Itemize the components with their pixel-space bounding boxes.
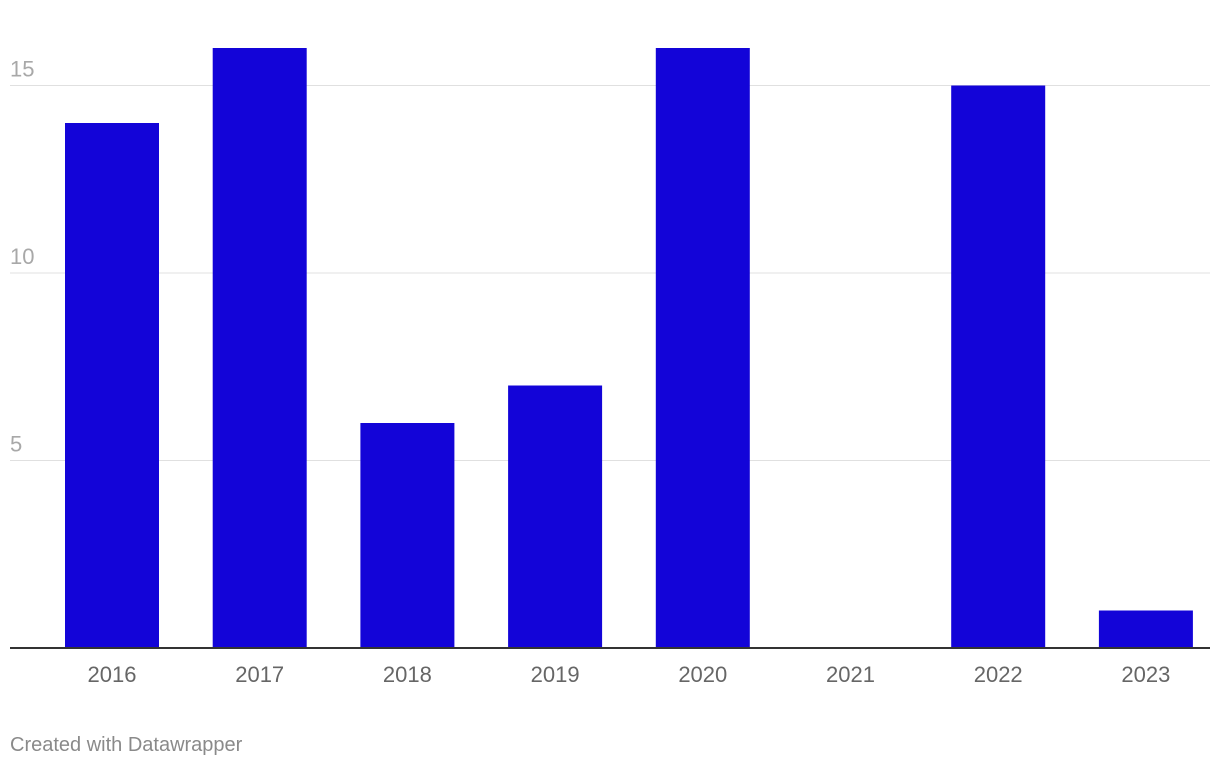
x-tick-label-2017: 2017 bbox=[235, 662, 284, 687]
y-tick-label-10: 10 bbox=[10, 244, 34, 269]
x-tick-label-2019: 2019 bbox=[531, 662, 580, 687]
x-tick-label-2018: 2018 bbox=[383, 662, 432, 687]
bar-2019 bbox=[508, 385, 603, 648]
bar-2016 bbox=[65, 123, 159, 648]
chart-credit: Created with Datawrapper bbox=[10, 734, 243, 756]
y-tick-label-15: 15 bbox=[10, 57, 34, 82]
y-tick-label-5: 5 bbox=[10, 432, 22, 457]
bar-2020 bbox=[655, 48, 750, 648]
x-tick-label-2022: 2022 bbox=[974, 662, 1023, 687]
bar-2022 bbox=[951, 85, 1046, 648]
bar-2017 bbox=[212, 48, 307, 648]
bars-layer bbox=[65, 48, 1193, 648]
x-tick-label-2020: 2020 bbox=[678, 662, 727, 687]
x-tick-label-2023: 2023 bbox=[1121, 662, 1170, 687]
x-tick-label-2021: 2021 bbox=[826, 662, 875, 687]
bar-2023 bbox=[1098, 610, 1193, 648]
axis-layer: 5 10 15 2016 2017 2018 2019 2020 2021 2022 2023 bbox=[10, 57, 1210, 687]
bar-2018 bbox=[360, 423, 455, 648]
x-tick-label-2016: 2016 bbox=[88, 662, 137, 687]
